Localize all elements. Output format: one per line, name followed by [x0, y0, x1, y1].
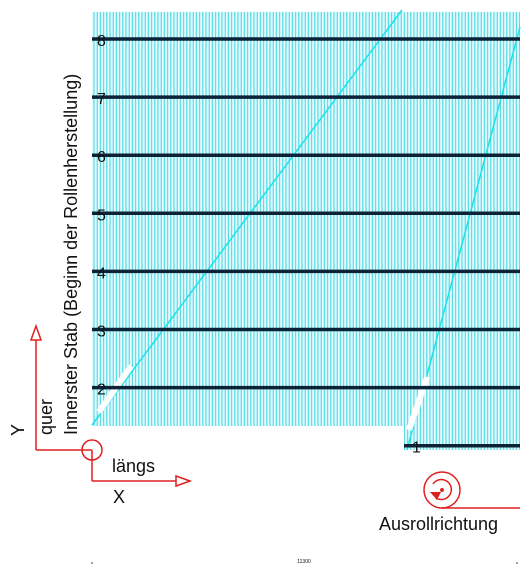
- axis-x-arrowhead: [175, 474, 193, 488]
- axis-x-word: längs: [112, 456, 155, 476]
- axis-y-arrowhead: [29, 323, 43, 341]
- row-label-5: 5: [97, 207, 106, 224]
- axis-y-letter: Y: [8, 424, 28, 436]
- row-label-7: 7: [97, 91, 106, 108]
- diagonal-tag-right: [406, 376, 431, 431]
- row-label-3: 3: [97, 324, 106, 341]
- mesh-upper-area: [92, 12, 520, 426]
- roll-curl-arrow: [432, 478, 453, 501]
- dimension-value: 11300: [297, 559, 311, 564]
- row-label-8: 8: [97, 33, 106, 50]
- roll-direction-icon: [423, 471, 520, 509]
- row-label-1: 1: [412, 440, 421, 457]
- roll-center-dot: [440, 488, 444, 492]
- roll-direction-label: Ausrollrichtung: [379, 514, 498, 534]
- roll-curl-arrowhead: [430, 492, 441, 500]
- axis-y-word: quer: [36, 399, 56, 435]
- axis-annotation: [29, 323, 193, 488]
- horizontal-bars: [92, 37, 520, 448]
- diagonal-line-left: [91, 9, 403, 426]
- dimension-line: [91, 562, 518, 564]
- vertical-title: Innerster Stab (Beginn der Rollenherstel…: [61, 74, 81, 435]
- axis-x-letter: X: [113, 487, 125, 507]
- row-label-4: 4: [97, 265, 106, 282]
- row-labels: 8 7 6 5 4 3 2 1: [97, 33, 421, 457]
- row-label-2: 2: [97, 382, 106, 399]
- row-label-6: 6: [97, 149, 106, 166]
- mesh-area: [92, 12, 520, 450]
